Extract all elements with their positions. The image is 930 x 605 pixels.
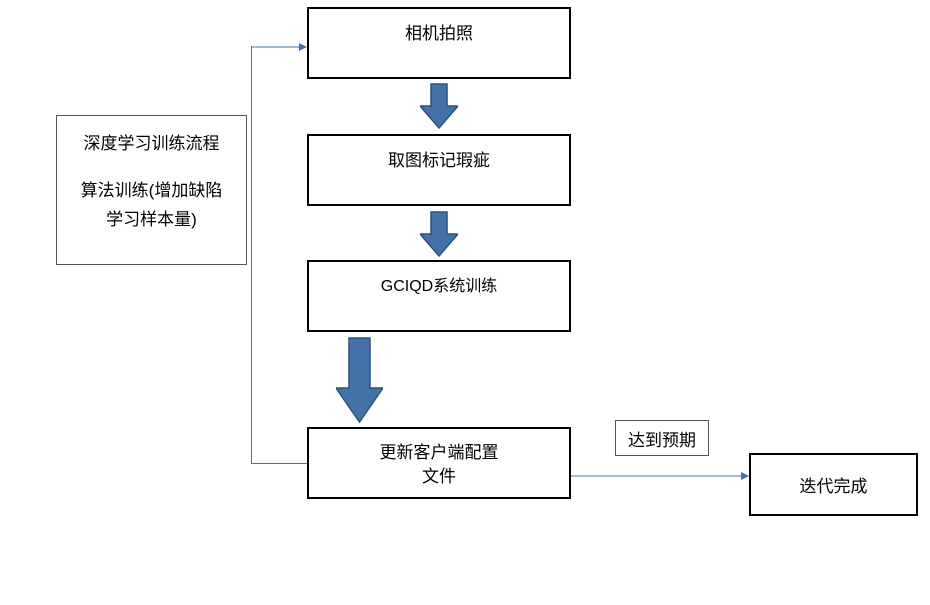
node-label: 取图标记瑕疵 [388, 146, 490, 171]
arrow-down-3 [336, 336, 383, 424]
node-update-config: 更新客户端配置 文件 [307, 427, 571, 499]
arrow-right-to-complete [571, 469, 749, 487]
node-mark-defects: 取图标记瑕疵 [307, 134, 571, 206]
node-label: 相机拍照 [405, 19, 473, 44]
node-label-line2: 文件 [422, 467, 456, 486]
side-line1: 深度学习训练流程 [84, 130, 220, 159]
node-label: GCIQD系统训练 [381, 272, 497, 296]
arrow-down-1 [420, 82, 458, 130]
feedback-line-top [251, 40, 307, 58]
feedback-line-vertical [251, 46, 252, 464]
side-line2: 算法训练(增加缺陷 [81, 177, 223, 206]
arrow-down-2 [420, 210, 458, 258]
side-annotation: 深度学习训练流程 算法训练(增加缺陷 学习样本量) [56, 115, 247, 265]
node-label-line1: 更新客户端配置 [380, 443, 499, 462]
node-gciqd-training: GCIQD系统训练 [307, 260, 571, 332]
side-line3: 学习样本量) [106, 206, 197, 235]
node-camera-capture: 相机拍照 [307, 7, 571, 79]
label-reach-expectation: 达到预期 [615, 420, 709, 456]
node-iteration-complete: 迭代完成 [749, 453, 918, 516]
feedback-line-bottom [251, 463, 307, 464]
node-label: 迭代完成 [800, 472, 868, 497]
label-text: 达到预期 [628, 426, 696, 451]
